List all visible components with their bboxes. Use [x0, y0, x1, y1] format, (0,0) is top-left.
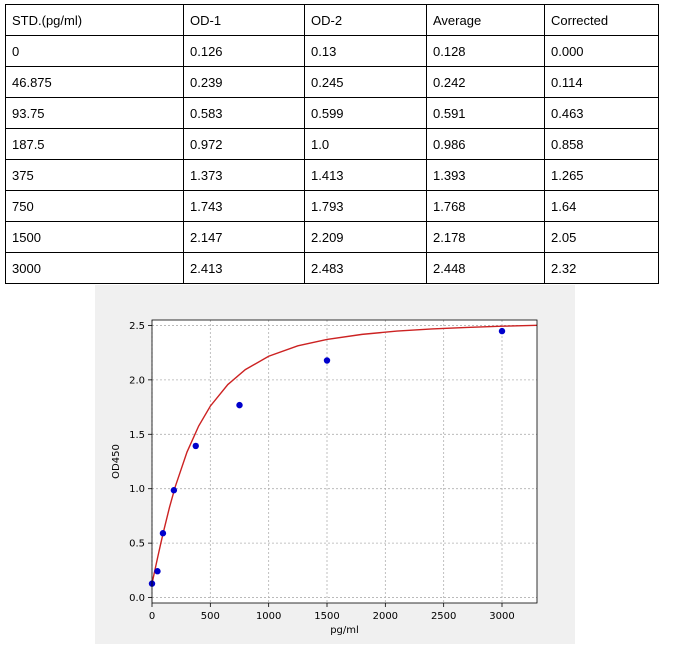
- x-tick-label: 0: [149, 611, 155, 622]
- data-point: [323, 357, 331, 364]
- standard-curve-chart: 0 500 1000 1500 2000 2500 3000 0.0 0.5 1.0 1.5 2.0 2…: [111, 319, 538, 636]
- cell-std: 0: [5, 35, 184, 67]
- header-std: STD.(pg/ml): [5, 4, 184, 36]
- cell-std: 93.75: [5, 97, 184, 129]
- cell-corrected: 1.265: [544, 159, 659, 191]
- y-tick-label: 1.5: [129, 430, 145, 441]
- x-tick-label: 500: [201, 611, 220, 622]
- plot-frame: [151, 319, 538, 604]
- cell-od2: 1.413: [304, 159, 427, 191]
- cell-corrected: 2.32: [544, 252, 659, 284]
- cell-average: 2.448: [426, 252, 545, 284]
- cell-average: 0.986: [426, 128, 545, 160]
- table-row: 46.875 0.239 0.245 0.242 0.114: [5, 66, 659, 98]
- y-tick-label: 2.5: [129, 321, 145, 332]
- cell-corrected: 0.114: [544, 66, 659, 98]
- header-corrected: Corrected: [544, 4, 659, 36]
- table-row: 1500 2.147 2.209 2.178 2.05: [5, 221, 659, 253]
- cell-od2: 0.245: [304, 66, 427, 98]
- x-tick-label: 1500: [314, 611, 339, 622]
- y-tick-label: 0.0: [129, 593, 145, 604]
- standard-table: STD.(pg/ml) OD-1 OD-2 Average Corrected …: [5, 4, 659, 284]
- cell-corrected: 2.05: [544, 221, 659, 253]
- cell-od1: 1.743: [183, 190, 305, 222]
- table-row: 93.75 0.583 0.599 0.591 0.463: [5, 97, 659, 129]
- cell-corrected: 1.64: [544, 190, 659, 222]
- cell-od1: 1.373: [183, 159, 305, 191]
- cell-od1: 2.147: [183, 221, 305, 253]
- standard-curve-panel: 0 500 1000 1500 2000 2500 3000 0.0 0.5 1.0 1.5 2.0 2…: [95, 285, 575, 644]
- data-point: [159, 530, 167, 537]
- cell-average: 1.768: [426, 190, 545, 222]
- header-average: Average: [426, 4, 545, 36]
- table-row: 375 1.373 1.413 1.393 1.265: [5, 159, 659, 191]
- table-row: 3000 2.413 2.483 2.448 2.32: [5, 252, 659, 284]
- x-tick-label: 1000: [256, 611, 281, 622]
- cell-std: 46.875: [5, 66, 184, 98]
- cell-od2: 0.599: [304, 97, 427, 129]
- x-tick-label: 3000: [489, 611, 514, 622]
- table-row: 750 1.743 1.793 1.768 1.64: [5, 190, 659, 222]
- y-tick-label: 0.5: [129, 539, 145, 550]
- y-tick-label: 2.0: [129, 375, 145, 386]
- cell-average: 2.178: [426, 221, 545, 253]
- cell-od2: 1.793: [304, 190, 427, 222]
- cell-od1: 2.413: [183, 252, 305, 284]
- cell-corrected: 0.463: [544, 97, 659, 129]
- cell-std: 375: [5, 159, 184, 191]
- cell-od2: 2.209: [304, 221, 427, 253]
- cell-od2: 0.13: [304, 35, 427, 67]
- cell-corrected: 0.000: [544, 35, 659, 67]
- table-header-row: STD.(pg/ml) OD-1 OD-2 Average Corrected: [5, 4, 659, 36]
- x-tick-label: 2500: [431, 611, 456, 622]
- cell-std: 1500: [5, 221, 184, 253]
- data-point: [192, 442, 199, 450]
- header-od1: OD-1: [183, 4, 305, 36]
- table-row: 0 0.126 0.13 0.128 0.000: [5, 35, 659, 67]
- plot-area: [152, 320, 537, 603]
- fit-curve-line: [151, 324, 538, 584]
- cell-od2: 2.483: [304, 252, 427, 284]
- cell-std: 750: [5, 190, 184, 222]
- cell-average: 0.242: [426, 66, 545, 98]
- cell-od1: 0.972: [183, 128, 305, 160]
- x-axis-label: pg/ml: [330, 625, 359, 636]
- table-row: 187.5 0.972 1.0 0.986 0.858: [5, 128, 659, 160]
- cell-od1: 0.239: [183, 66, 305, 98]
- data-point: [154, 568, 161, 575]
- data-point: [498, 327, 506, 335]
- header-od2: OD-2: [304, 4, 427, 36]
- y-tick-label: 1.0: [129, 484, 145, 495]
- cell-corrected: 0.858: [544, 128, 659, 160]
- y-axis-label: OD450: [111, 444, 122, 479]
- cell-od1: 0.126: [183, 35, 305, 67]
- x-tick-label: 2000: [373, 611, 398, 622]
- cell-average: 0.591: [426, 97, 545, 129]
- cell-average: 1.393: [426, 159, 545, 191]
- data-point: [236, 401, 243, 409]
- cell-std: 187.5: [5, 128, 184, 160]
- cell-std: 3000: [5, 252, 184, 284]
- cell-average: 0.128: [426, 35, 545, 67]
- cell-od1: 0.583: [183, 97, 305, 129]
- cell-od2: 1.0: [304, 128, 427, 160]
- data-point: [170, 487, 178, 494]
